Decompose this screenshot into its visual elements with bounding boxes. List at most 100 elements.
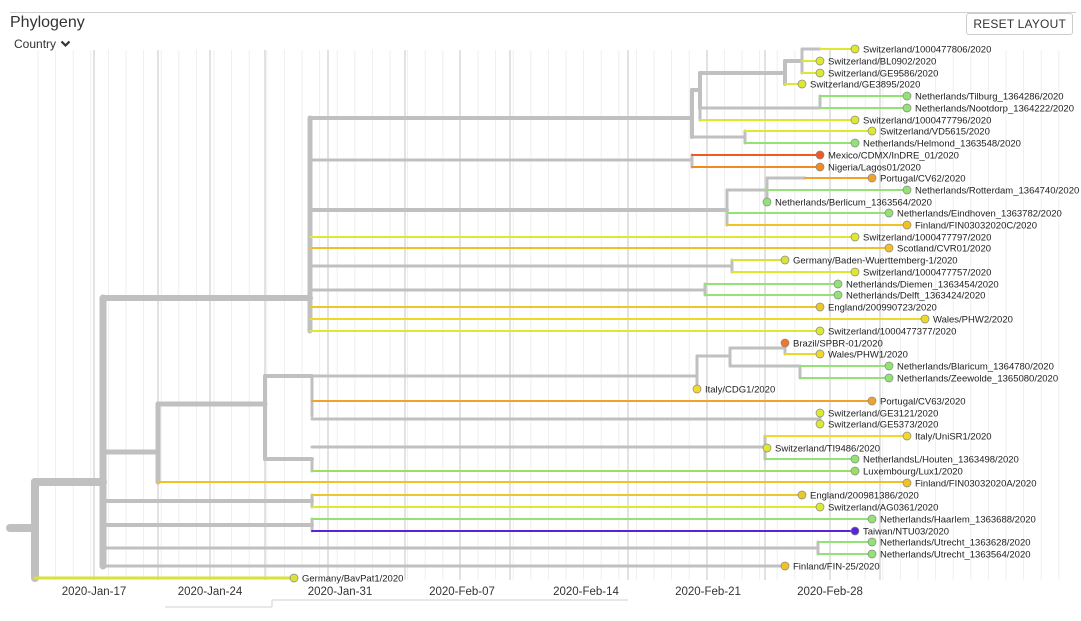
tip-label[interactable]: Nigeria/Lagos01/2020 (828, 163, 921, 174)
tip-dot[interactable] (815, 326, 825, 336)
tip-dot[interactable] (815, 419, 825, 429)
tip-dot[interactable] (780, 338, 790, 348)
tip-label[interactable]: Netherlands/Nootdorp_1364222/2020 (915, 104, 1074, 115)
tip-label[interactable]: Switzerland/1000477806/2020 (863, 45, 991, 56)
tip-dot[interactable] (850, 115, 860, 125)
tip-label[interactable]: Luxembourg/Lux1/2020 (863, 467, 963, 478)
tip-dot[interactable] (867, 396, 877, 406)
tip-label[interactable]: Netherlands/Utrecht_1363628/2020 (880, 538, 1031, 549)
tip-dot[interactable] (884, 208, 894, 218)
tip-label[interactable]: Netherlands/Zeewolde_1365080/2020 (897, 374, 1058, 385)
tip-label[interactable]: Wales/PHW2/2020 (933, 315, 1013, 326)
tip-dot[interactable] (833, 279, 843, 289)
tip-label[interactable]: Switzerland/VD5615/2020 (880, 127, 990, 138)
tip-dot[interactable] (815, 349, 825, 359)
tip-label[interactable]: Switzerland/GE3895/2020 (810, 80, 920, 91)
tip-dot[interactable] (780, 561, 790, 571)
tip-dot[interactable] (902, 103, 912, 113)
tip-label[interactable]: Netherlands/Rotterdam_1364740/2020 (915, 186, 1079, 197)
tip-label[interactable]: Switzerland/BL0902/2020 (828, 57, 936, 68)
tip-dot[interactable] (902, 478, 912, 488)
tip-label[interactable]: Switzerland/1000477796/2020 (863, 116, 991, 127)
tip-dot[interactable] (833, 290, 843, 300)
tip-label[interactable]: Netherlands/Delft_1363424/2020 (846, 291, 985, 302)
tip-label[interactable]: Switzerland/GE9586/2020 (828, 69, 938, 80)
tip-dot[interactable] (902, 431, 912, 441)
tip-label[interactable]: Switzerland/1000477757/2020 (863, 268, 991, 279)
tip-label[interactable]: Netherlands/Berlicum_1363564/2020 (775, 198, 932, 209)
tip-dot[interactable] (797, 79, 807, 89)
tip-label[interactable]: Finland/FIN03032020A/2020 (915, 479, 1036, 490)
tip-dot[interactable] (815, 162, 825, 172)
tip-dot[interactable] (815, 56, 825, 66)
tip-label[interactable]: Switzerland/1000477797/2020 (863, 233, 991, 244)
tip-label[interactable]: Portugal/CV62/2020 (880, 174, 966, 185)
tip-label[interactable]: Portugal/CV63/2020 (880, 397, 966, 408)
tip-dot[interactable] (867, 537, 877, 547)
tip-label[interactable]: Netherlands/Haarlem_1363688/2020 (880, 515, 1036, 526)
tip-label[interactable]: Switzerland/GE3121/2020 (828, 409, 938, 420)
tip-dot[interactable] (867, 514, 877, 524)
tip-label[interactable]: Netherlands/Diemen_1363454/2020 (846, 280, 999, 291)
tip-label[interactable]: Wales/PHW1/2020 (828, 350, 908, 361)
tip-dot[interactable] (920, 314, 930, 324)
tip-dot[interactable] (850, 454, 860, 464)
tip-dot[interactable] (850, 138, 860, 148)
tip-dot[interactable] (902, 220, 912, 230)
reset-layout-button[interactable]: RESET LAYOUT (966, 13, 1073, 35)
tip-dot[interactable] (762, 197, 772, 207)
tip-dot[interactable] (850, 44, 860, 54)
axis-tick-label: 2020-Jan-17 (62, 586, 127, 598)
tip-label[interactable]: Netherlands/Utrecht_1363564/2020 (880, 550, 1031, 561)
tip-dot[interactable] (815, 502, 825, 512)
tip-dot[interactable] (867, 173, 877, 183)
tip-dot[interactable] (850, 232, 860, 242)
tip-dot[interactable] (902, 91, 912, 101)
tip-label[interactable]: Taiwan/NTU03/2020 (863, 527, 949, 538)
tip-dot[interactable] (850, 267, 860, 277)
tip-label[interactable]: Brazil/SPBR-01/2020 (793, 339, 883, 350)
tip-dot[interactable] (815, 150, 825, 160)
tip-dot[interactable] (797, 490, 807, 500)
tip-label[interactable]: Netherlands/Tilburg_1364286/2020 (915, 92, 1064, 103)
tip-dot[interactable] (850, 526, 860, 536)
tip-label[interactable]: Switzerland/AG0361/2020 (828, 503, 938, 514)
tip-dot[interactable] (815, 302, 825, 312)
tip-dot[interactable] (762, 443, 772, 453)
tip-dot[interactable] (692, 384, 702, 394)
tip-label[interactable]: Germany/BavPat1/2020 (302, 574, 403, 585)
tip-dot[interactable] (815, 408, 825, 418)
tip-label[interactable]: Italy/UniSR1/2020 (915, 432, 992, 443)
tip-label[interactable]: Finland/FIN-25/2020 (793, 562, 880, 573)
tip-label[interactable]: NetherlandsL/Houten_1363498/2020 (863, 455, 1019, 466)
color-by-dropdown[interactable]: Country (14, 37, 71, 51)
tip-dot[interactable] (867, 126, 877, 136)
tip-label[interactable]: Mexico/CDMX/InDRE_01/2020 (828, 151, 959, 162)
color-by-label: Country (14, 37, 57, 51)
tip-label[interactable]: England/200990723/2020 (828, 303, 937, 314)
tip-label[interactable]: Switzerland/GE5373/2020 (828, 420, 938, 431)
axis-tick-label: 2020-Jan-24 (178, 586, 243, 598)
tip-label[interactable]: Germany/Baden-Wuerttemberg-1/2020 (793, 256, 958, 267)
tip-dot[interactable] (884, 373, 894, 383)
tip-label[interactable]: England/200981386/2020 (810, 491, 919, 502)
tip-dot[interactable] (850, 466, 860, 476)
chevron-down-icon (60, 40, 71, 48)
tip-label[interactable]: Finland/FIN03032020C/2020 (915, 221, 1037, 232)
tip-label[interactable]: Netherlands/Eindhoven_1363782/2020 (897, 209, 1062, 220)
tip-dot[interactable] (902, 185, 912, 195)
tip-label[interactable]: Switzerland/TI9486/2020 (775, 444, 880, 455)
tip-dot[interactable] (884, 243, 894, 253)
tip-dot[interactable] (815, 68, 825, 78)
tip-dot[interactable] (867, 549, 877, 559)
tip-label[interactable]: Scotland/CVR01/2020 (897, 244, 991, 255)
tip-label[interactable]: Netherlands/Helmond_1363548/2020 (863, 139, 1021, 150)
tip-label[interactable]: Switzerland/1000477377/2020 (828, 327, 956, 338)
tip-label[interactable]: Italy/CDG1/2020 (705, 385, 775, 396)
tip-label[interactable]: Netherlands/Blaricum_1364780/2020 (897, 362, 1054, 373)
tip-dot[interactable] (780, 255, 790, 265)
axis-tick-label: 2020-Feb-28 (797, 586, 863, 598)
tip-dot[interactable] (884, 361, 894, 371)
tip-dot[interactable] (289, 573, 299, 583)
